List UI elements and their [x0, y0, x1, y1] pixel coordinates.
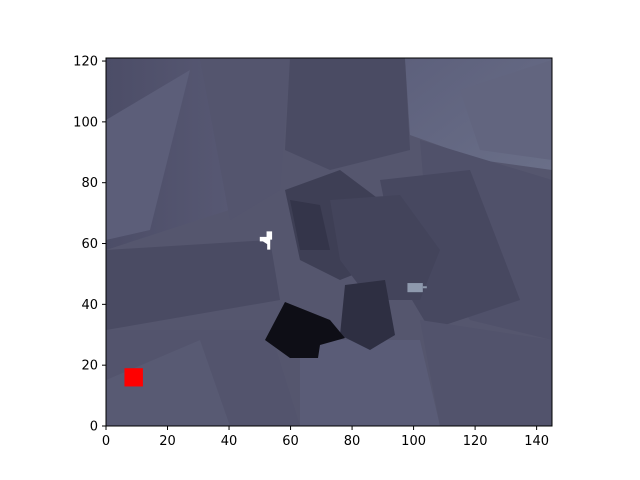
- x-tick-label: 20: [159, 434, 176, 449]
- facet-region: [340, 280, 395, 350]
- dark-region: [265, 302, 345, 358]
- y-tick-label: 20: [81, 359, 98, 374]
- gray-marker: [407, 283, 423, 293]
- facet-region: [290, 200, 330, 250]
- facet-region: [460, 60, 552, 160]
- facet-region: [285, 58, 410, 170]
- markers-layer: [124, 231, 427, 387]
- facet-region: [106, 340, 230, 426]
- facet-region: [300, 340, 440, 426]
- x-tick-label: 140: [524, 434, 549, 449]
- x-tick-label: 0: [102, 434, 110, 449]
- facet-region: [330, 195, 440, 300]
- y-axis: 0 20 40 60 80 100 120: [73, 55, 106, 435]
- x-tick-label: 40: [221, 434, 238, 449]
- facet-region: [106, 70, 190, 240]
- x-tick-label: 120: [463, 434, 488, 449]
- x-tick-label: 60: [282, 434, 299, 449]
- facet-region: [106, 240, 280, 330]
- facet-region: [420, 320, 552, 426]
- x-tick-label: 80: [344, 434, 361, 449]
- y-tick-label: 120: [73, 55, 98, 70]
- y-tick-label: 40: [81, 298, 98, 313]
- y-tick-label: 60: [81, 237, 98, 252]
- gray-marker-tail: [422, 286, 427, 289]
- y-tick-label: 100: [73, 115, 98, 130]
- x-tick-label: 100: [401, 434, 426, 449]
- facet-region: [200, 58, 290, 220]
- plot-frame: [105, 57, 553, 427]
- y-tick-label: 80: [81, 176, 98, 191]
- red-marker: [124, 368, 143, 387]
- heatmap-image: [106, 58, 552, 426]
- y-tick-label: 0: [90, 420, 98, 435]
- x-axis: 0 20 40 60 80 100 120 140: [102, 426, 549, 449]
- white-marker: [259, 231, 273, 250]
